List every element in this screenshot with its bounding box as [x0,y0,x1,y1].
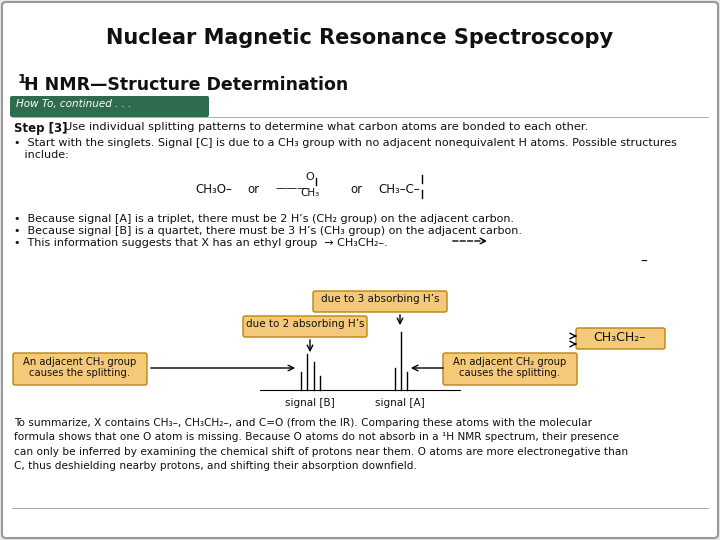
Text: An adjacent CH₃ group: An adjacent CH₃ group [23,357,137,367]
Text: •  Start with the singlets. Signal [C] is due to a CH₃ group with no adjacent no: • Start with the singlets. Signal [C] is… [14,138,677,148]
Text: •  Because signal [A] is a triplet, there must be 2 H’s (CH₂ group) on the adjac: • Because signal [A] is a triplet, there… [14,214,514,224]
Text: O: O [305,172,314,182]
Text: 1: 1 [18,73,27,86]
Text: Step [3]: Step [3] [14,122,68,135]
Text: •  Because signal [B] is a quartet, there must be 3 H’s (CH₃ group) on the adjac: • Because signal [B] is a quartet, there… [14,226,522,236]
Text: Nuclear Magnetic Resonance Spectroscopy: Nuclear Magnetic Resonance Spectroscopy [107,28,613,48]
FancyBboxPatch shape [313,291,447,312]
FancyBboxPatch shape [576,328,665,349]
Text: due to 2 absorbing H’s: due to 2 absorbing H’s [246,319,364,329]
Text: An adjacent CH₂ group: An adjacent CH₂ group [454,357,567,367]
Text: –: – [640,255,647,269]
Text: H NMR—Structure Determination: H NMR—Structure Determination [24,76,348,94]
FancyBboxPatch shape [243,316,367,337]
Text: •  This information suggests that X has an ethyl group  → CH₃CH₂–.: • This information suggests that X has a… [14,238,388,248]
Text: signal [A]: signal [A] [375,398,425,408]
Text: Use individual splitting patterns to determine what carbon atoms are bonded to e: Use individual splitting patterns to det… [64,122,588,132]
Text: CH₃: CH₃ [300,188,319,198]
FancyBboxPatch shape [10,96,209,117]
Text: CH₃O–: CH₃O– [195,183,232,196]
Text: causes the splitting.: causes the splitting. [459,368,561,378]
FancyBboxPatch shape [443,353,577,385]
Text: To summarize, X contains CH₃–, CH₃CH₂–, and C=O (from the IR). Comparing these a: To summarize, X contains CH₃–, CH₃CH₂–, … [14,418,628,471]
Text: ———: ——— [275,183,308,193]
Text: or: or [247,183,259,196]
Text: CH₃CH₂–: CH₃CH₂– [594,331,647,344]
Text: How To, continued . . .: How To, continued . . . [16,99,131,109]
Text: due to 3 absorbing H’s: due to 3 absorbing H’s [320,294,439,304]
Text: or: or [350,183,362,196]
Text: signal [B]: signal [B] [285,398,335,408]
Text: CH₃–C–: CH₃–C– [378,183,420,196]
Text: causes the splitting.: causes the splitting. [30,368,130,378]
Text: include:: include: [14,150,68,160]
FancyBboxPatch shape [13,353,147,385]
